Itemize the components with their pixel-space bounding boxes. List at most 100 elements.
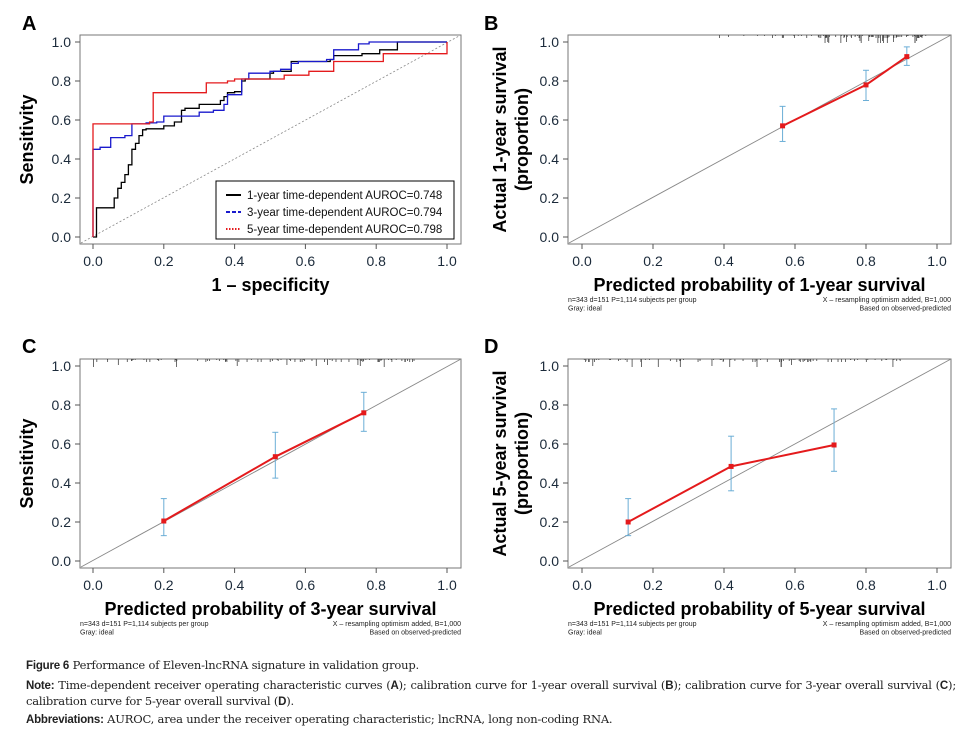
footnote-right-2: Based on observed-predicted [370,630,462,637]
x-axis-label: Predicted probability of 5-year survival [593,599,925,619]
x-tick-label: 0.6 [785,253,805,269]
x-tick-label: 0.0 [572,253,592,269]
panel-label: A [22,13,36,35]
footnote-left-2: Gray: ideal [80,630,114,637]
rug [719,35,927,43]
panel-a: A 0.0 0.2 0.4 0.6 0.8 1.0 0.0 0.2 0.4 0.6 0.8 1.0 1 –… [17,13,462,295]
footnote-right-2: Based on observed-predicted [860,630,952,637]
y-tick-label: 0.2 [540,190,560,206]
note-ref-d: D [278,696,287,708]
y-tick-label: 0.0 [52,229,72,245]
y-tick-label: 0.2 [52,514,72,530]
caption-note: Note: Time-dependent receiver operating … [26,678,956,710]
y-tick-label: 0.8 [52,73,72,89]
x-tick-label: 0.0 [572,577,592,593]
y-axis-label: (proportion) [512,412,532,515]
x-tick-label: 1.0 [927,577,947,593]
y-tick-label: 0.4 [52,151,72,167]
note-text-0: Time-dependent receiver operating charac… [54,678,391,692]
note-ref-b: B [665,680,674,692]
panel-label: B [484,13,498,35]
x-tick-label: 0.4 [714,253,734,269]
abbrev-text: AUROC, area under the receiver operating… [103,712,613,726]
y-tick-label: 0.6 [52,436,72,452]
y-tick-label: 0.6 [540,112,560,128]
panel-label: D [484,336,498,358]
panel-label: C [22,336,36,358]
note-ref-c: C [939,680,949,692]
y-axis-label: Actual 1-year survival [490,46,510,232]
x-tick-label: 0.8 [856,577,876,593]
footnote-right-1: X – resampling optimism added, B=1,000 [823,621,951,628]
y-tick-label: 1.0 [52,34,72,50]
calibration-point [863,82,869,88]
calibration-point [904,54,910,60]
x-tick-label: 1.0 [437,253,457,269]
x-tick-label: 0.8 [366,253,386,269]
y-tick-label: 1.0 [540,358,560,374]
calibration-point [161,518,167,524]
y-tick-label: 0.8 [52,397,72,413]
y-tick-label: 0.0 [540,229,560,245]
panel-c: C0.00.20.40.60.81.00.0 0.2 0.4 0.6 0.8 1.0Pre… [17,336,462,637]
panel-b: B0.00.20.40.60.81.00.0 0.2 0.4 0.6 0.8 1.0Pre… [484,13,952,313]
calibration-point [625,519,631,525]
x-tick-label: 0.0 [83,577,103,593]
footnote-left-2: Gray: ideal [568,630,602,637]
caption-abbreviations: Abbreviations: AUROC, area under the rec… [26,712,956,728]
y-tick-label: 1.0 [540,34,560,50]
legend: 1-year time-dependent AUROC=0.748 3-year … [215,180,455,240]
y-axis-label: Sensitivity [17,94,37,184]
calibration-point [831,442,837,448]
calibration-point [272,454,278,460]
calibration-point [728,463,734,469]
note-ref-a: A [390,680,399,692]
x-tick-label: 0.0 [83,253,103,269]
calibration-curve [782,55,908,127]
panel-d: D0.00.20.40.60.81.00.0 0.2 0.4 0.6 0.8 1.0Pre… [484,336,952,637]
caption-title: Figure 6 Performance of Eleven-lncRNA si… [26,658,956,674]
y-tick-label: 0.2 [52,190,72,206]
y-tick-label: 0.6 [52,112,72,128]
x-tick-label: 1.0 [927,253,947,269]
footnote-left-1: n=343 d=151 P=1,114 subjects per group [568,621,697,628]
note-label: Note: [26,680,55,692]
x-axis-label: Predicted probability of 1-year survival [593,275,925,295]
y-tick-label: 0.8 [540,73,560,89]
figure-canvas: A 0.0 0.2 0.4 0.6 0.8 1.0 0.0 0.2 0.4 0.6 0.8 1.0 1 –… [17,13,952,637]
abbrev-label: Abbreviations: [26,714,104,726]
footnote-left-1: n=343 d=151 P=1,114 subjects per group [568,297,697,304]
footnote-left-1: n=343 d=151 P=1,114 subjects per group [80,621,209,628]
figure-label: Figure 6 [26,660,70,672]
x-tick-label: 0.2 [154,253,174,269]
y-tick-label: 0.2 [540,514,560,530]
x-tick-label: 0.8 [856,253,876,269]
y-tick-label: 0.6 [540,436,560,452]
y-tick-label: 0.4 [540,151,560,167]
legend-box [215,180,455,240]
y-tick-label: 1.0 [52,358,72,374]
x-axis-label: Predicted probability of 3-year survival [104,599,436,619]
x-tick-label: 0.4 [714,577,734,593]
x-tick-label: 0.4 [225,577,245,593]
y-axis-label: Sensitivity [17,418,37,508]
rug [583,359,901,367]
figure-title: Performance of Eleven-lncRNA signature i… [69,658,420,672]
footnote-right-1: X – resampling optimism added, B=1,000 [333,621,461,628]
ideal-line [80,358,462,568]
plot-frame [567,34,952,245]
plot-frame [79,34,462,245]
note-text-8: ). [286,694,295,708]
calibration-point [361,410,367,416]
x-tick-label: 0.6 [785,577,805,593]
calibration-point [780,123,786,129]
y-tick-label: 0.4 [540,475,560,491]
ideal-line [568,358,952,568]
x-tick-label: 0.2 [643,577,663,593]
y-axis-label: Actual 5-year survival [490,370,510,556]
y-tick-label: 0.4 [52,475,72,491]
note-text-6: ); calibration curve for 5-year overall … [26,678,956,708]
note-text-2: ); calibration curve for 1-year overall … [398,678,666,692]
note-text-4: ); calibration curve for 3-year overall … [673,678,940,692]
roc-curve-2 [92,41,447,237]
